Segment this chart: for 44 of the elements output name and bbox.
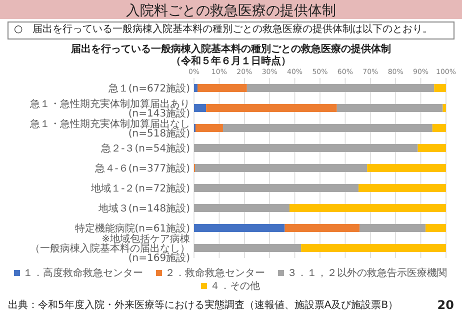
bar <box>196 124 223 132</box>
legend-label: ４．その他 <box>210 280 260 292</box>
text: ○ 届出を行っている一般病棟入院基本料の種別ごとの救急医療の提供体制は以下のとおり。 <box>14 23 433 35</box>
bar <box>434 84 446 92</box>
bar <box>358 184 446 192</box>
bar <box>432 124 446 132</box>
y-tick-label: 急１・急性期充実体制加算届出なし(n=518施設) <box>29 118 190 140</box>
bar <box>222 124 432 132</box>
y-tick-label: 急１・急性期充実体制加算届出あり(n=143施設) <box>29 98 190 120</box>
bar <box>418 144 446 152</box>
bar <box>194 244 302 252</box>
text: 20 <box>437 298 454 312</box>
legend-label: ３．１，２以外の救急告示医療機関 <box>287 267 447 279</box>
legend-label: １．高度救命救急センター <box>23 267 143 279</box>
text: 入院料ごとの救急医療の提供体制 <box>126 3 336 19</box>
bar <box>194 84 198 92</box>
legend-label: ２．救命救急センター <box>165 267 265 279</box>
bar <box>194 224 285 232</box>
y-tick-label: 特定機能病院(n=61施設) <box>74 222 190 234</box>
bar <box>367 164 446 172</box>
bar <box>290 204 446 212</box>
bar <box>336 104 443 112</box>
bar <box>194 144 418 152</box>
y-tick-label: 地域１-２(n=72施設) <box>90 182 190 194</box>
bar <box>442 104 446 112</box>
y-tick-label: ※地域包括ケア病棟（一般病棟入院基本料の届出なし）(n=169施設) <box>30 233 190 264</box>
bar <box>198 84 247 92</box>
bar <box>194 184 359 192</box>
chart-title: 届出を行っている一般病棟入院基本料の種別ごとの救急医療の提供体制 <box>70 43 391 55</box>
bar <box>194 204 290 212</box>
y-tick-label: 急２-３(n=54施設) <box>100 142 190 154</box>
bar <box>284 224 360 232</box>
bar <box>194 104 206 112</box>
chart-subtitle: （令和５年６月１日時点） <box>171 55 291 67</box>
y-tick-label: 地域３(n=148施設) <box>97 202 190 214</box>
bar <box>301 244 446 252</box>
y-tick-label: 急４-６(n=377施設) <box>94 162 190 174</box>
bar <box>246 84 434 92</box>
bar <box>206 104 337 112</box>
bar <box>195 164 368 172</box>
bar <box>360 224 426 232</box>
source-note: 出典：令和5年度入院・外来医療等における実態調査（速報値、施設票A及び施設票B） <box>8 299 398 311</box>
bar <box>426 224 446 232</box>
y-tick-label: 急１(n=672施設) <box>107 82 190 94</box>
